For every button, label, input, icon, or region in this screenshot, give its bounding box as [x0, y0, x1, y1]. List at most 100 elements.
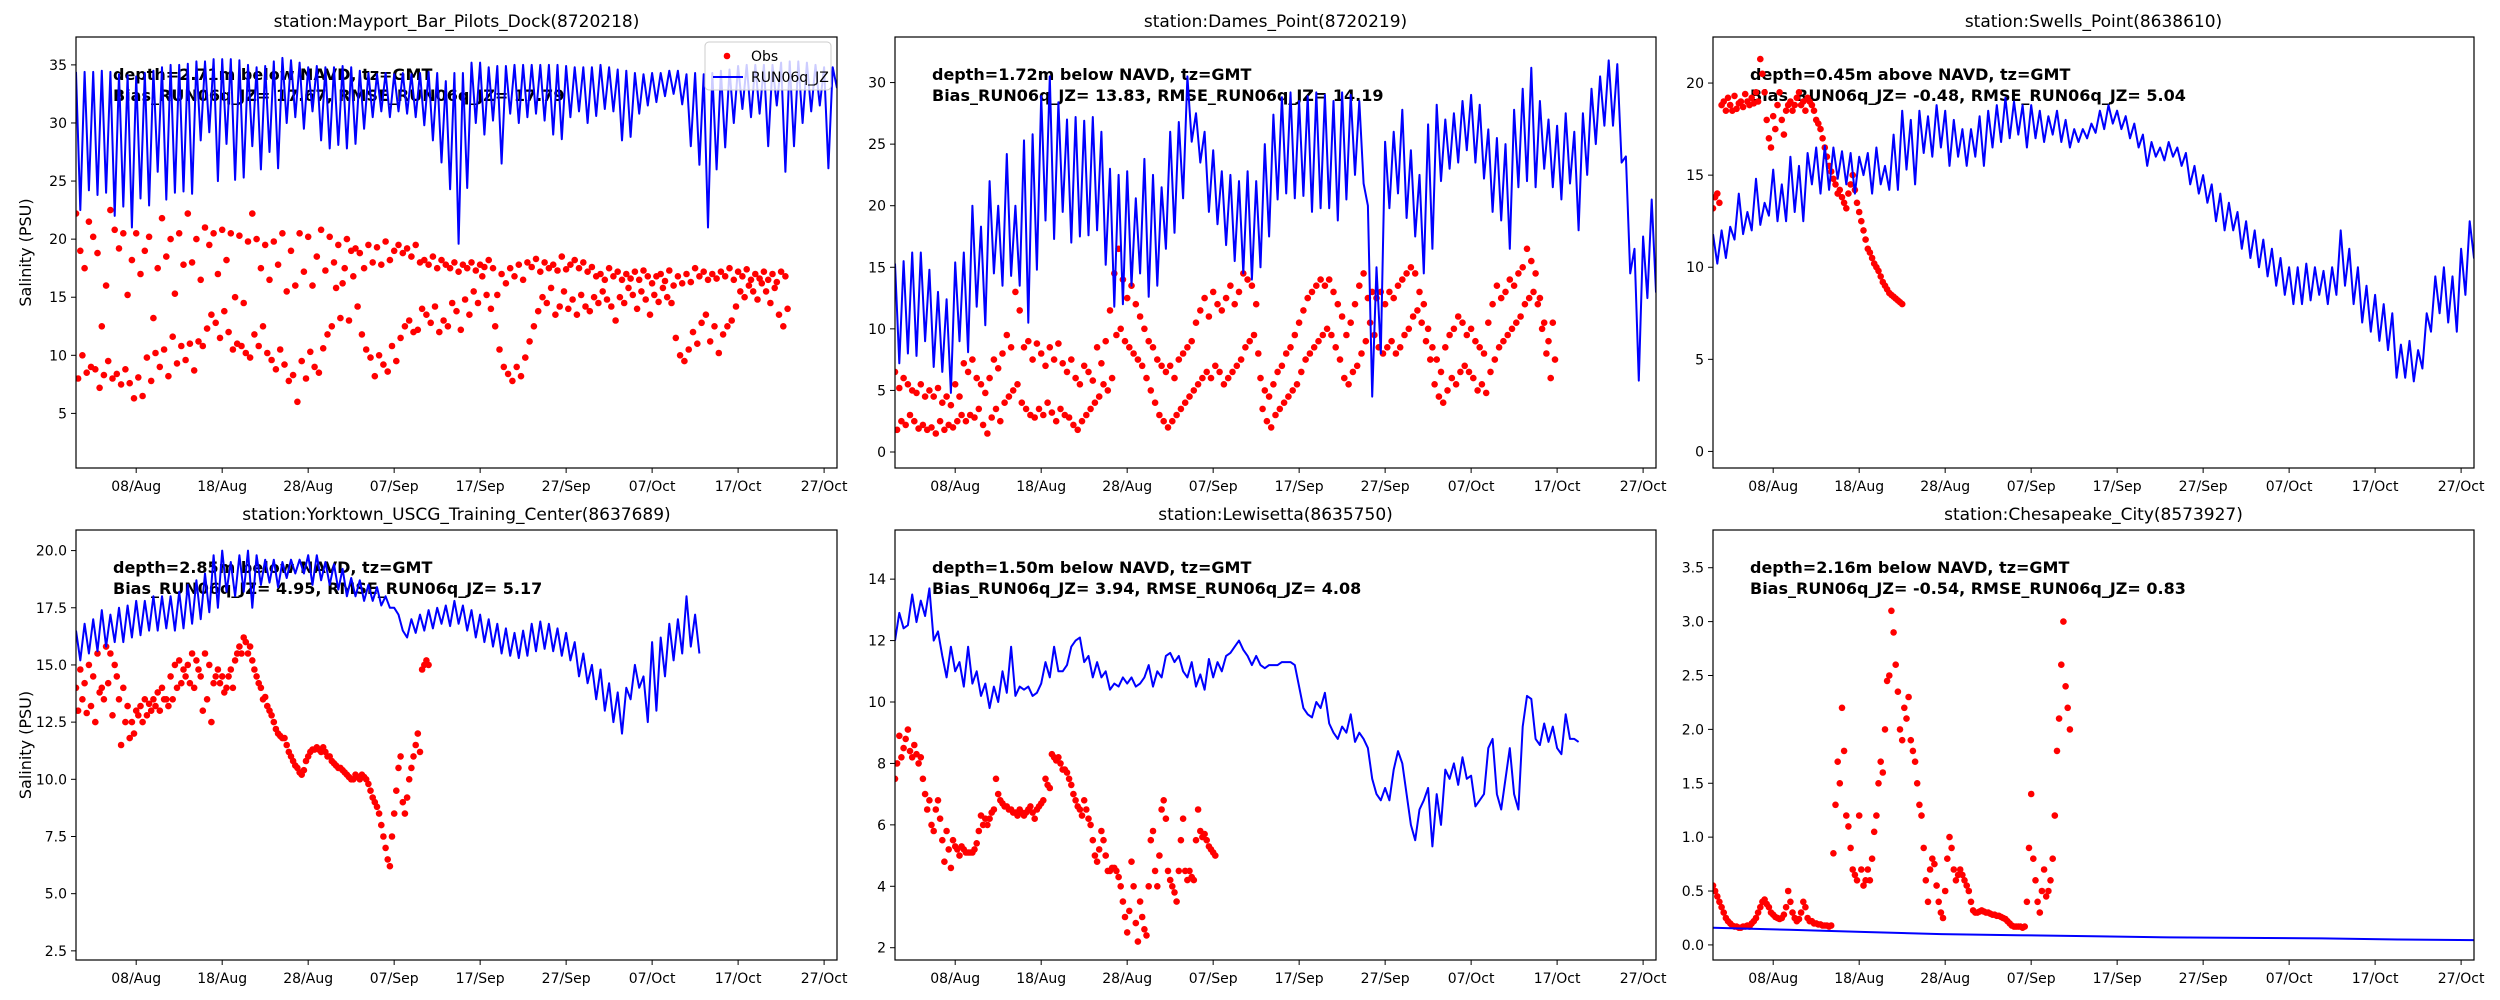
- obs-point: [276, 346, 284, 353]
- obs-point: [590, 293, 598, 301]
- obs-point: [1169, 417, 1176, 425]
- obs-point: [188, 650, 196, 657]
- obs-point: [934, 384, 942, 392]
- obs-point: [896, 732, 903, 740]
- obs-point: [1716, 199, 1723, 207]
- obs-point: [2053, 747, 2061, 755]
- obs-point: [1384, 344, 1391, 351]
- obs-point: [193, 235, 200, 243]
- obs-point: [319, 345, 327, 352]
- y-tick-label: 1.5: [1682, 776, 1704, 792]
- obs-point: [1427, 356, 1434, 363]
- obs-point: [565, 305, 572, 313]
- obs-point: [915, 760, 922, 767]
- obs-point: [648, 280, 656, 287]
- obs-point: [1065, 775, 1073, 783]
- obs-point: [1065, 414, 1073, 421]
- obs-point: [414, 730, 422, 737]
- model-line: [1713, 96, 2474, 383]
- obs-point: [184, 661, 192, 669]
- obs-point: [206, 241, 213, 249]
- obs-point: [195, 338, 202, 345]
- obs-point: [973, 840, 980, 847]
- y-tick-label: 2: [877, 941, 886, 957]
- obs-point: [618, 276, 626, 284]
- obs-point: [642, 296, 649, 303]
- obs-point: [294, 398, 301, 406]
- obs-point: [1405, 325, 1413, 333]
- obs-point: [1733, 105, 1740, 113]
- legend-obs-marker: [723, 52, 731, 60]
- axes-frame: [1712, 36, 2475, 469]
- model-line: [1713, 926, 2474, 942]
- obs-point: [388, 342, 396, 350]
- subplot-title: station:Mayport_Bar_Pilots_Dock(8720218): [274, 12, 640, 32]
- obs-point: [1948, 844, 1955, 852]
- obs-point: [1274, 368, 1281, 376]
- obs-point: [244, 650, 252, 657]
- x-tick-label: 17/Sep: [456, 971, 505, 987]
- x-tick-label: 07/Sep: [370, 479, 419, 495]
- obs-point: [1160, 417, 1167, 425]
- obs-point: [1362, 337, 1370, 345]
- obs-point: [1076, 806, 1084, 813]
- obs-point: [1072, 374, 1079, 382]
- legend-obs-label: Obs: [751, 49, 778, 65]
- y-tick-label: 20.0: [36, 544, 67, 560]
- y-tick-label: 7.5: [45, 829, 67, 845]
- subplot-2: station:Dames_Point(8720219) depth=1.72m …: [868, 12, 1667, 495]
- obs-point: [1237, 356, 1245, 363]
- obs-point: [300, 766, 308, 774]
- obs-point: [752, 270, 759, 278]
- obs-point: [259, 323, 267, 330]
- obs-point: [130, 395, 138, 402]
- x-tick-label: 28/Aug: [283, 971, 333, 987]
- obs-point: [1212, 362, 1219, 370]
- obs-point: [1396, 344, 1404, 351]
- obs-point: [137, 270, 144, 278]
- obs-point: [249, 210, 256, 217]
- obs-point: [195, 666, 202, 673]
- obs-point: [268, 356, 275, 364]
- obs-point: [81, 679, 88, 687]
- y-tick-label: 20: [868, 199, 886, 215]
- obs-point: [616, 293, 624, 301]
- y-tick-label: 5: [877, 383, 886, 399]
- obs-point: [975, 405, 983, 413]
- y-tick-label: 5.0: [45, 887, 67, 903]
- obs-point: [1042, 362, 1049, 370]
- x-tick-label: 07/Sep: [2007, 971, 2056, 987]
- obs-point: [732, 303, 740, 310]
- obs-point: [481, 263, 488, 271]
- obs-point: [659, 284, 667, 292]
- obs-point: [947, 401, 955, 409]
- obs-point: [182, 673, 189, 680]
- obs-point: [1179, 350, 1187, 357]
- obs-point: [163, 696, 170, 703]
- obs-point: [586, 307, 594, 315]
- obs-point: [745, 282, 753, 289]
- obs-point: [1722, 107, 1730, 114]
- obs-point: [936, 417, 944, 425]
- obs-point: [1005, 393, 1013, 400]
- obs-point: [1840, 199, 1848, 207]
- obs-point: [1959, 871, 1966, 879]
- x-tick-label: 27/Sep: [1361, 971, 1410, 987]
- obs-point: [1463, 331, 1471, 339]
- obs-point: [2042, 893, 2050, 900]
- x-tick-label: 17/Oct: [1534, 971, 1581, 987]
- obs-point: [1319, 331, 1327, 339]
- obs-point: [1890, 629, 1897, 636]
- obs-point: [1100, 836, 1107, 844]
- obs-point: [1259, 405, 1266, 413]
- obs-point: [1325, 276, 1333, 283]
- x-tick-label: 07/Oct: [1448, 971, 1495, 987]
- obs-point: [107, 650, 114, 657]
- obs-point: [668, 299, 675, 307]
- obs-point: [1126, 344, 1133, 351]
- obs-point: [1257, 374, 1264, 382]
- obs-point: [1414, 307, 1421, 314]
- obs-point: [76, 684, 80, 692]
- obs-point: [1886, 672, 1893, 679]
- obs-point: [1864, 866, 1872, 873]
